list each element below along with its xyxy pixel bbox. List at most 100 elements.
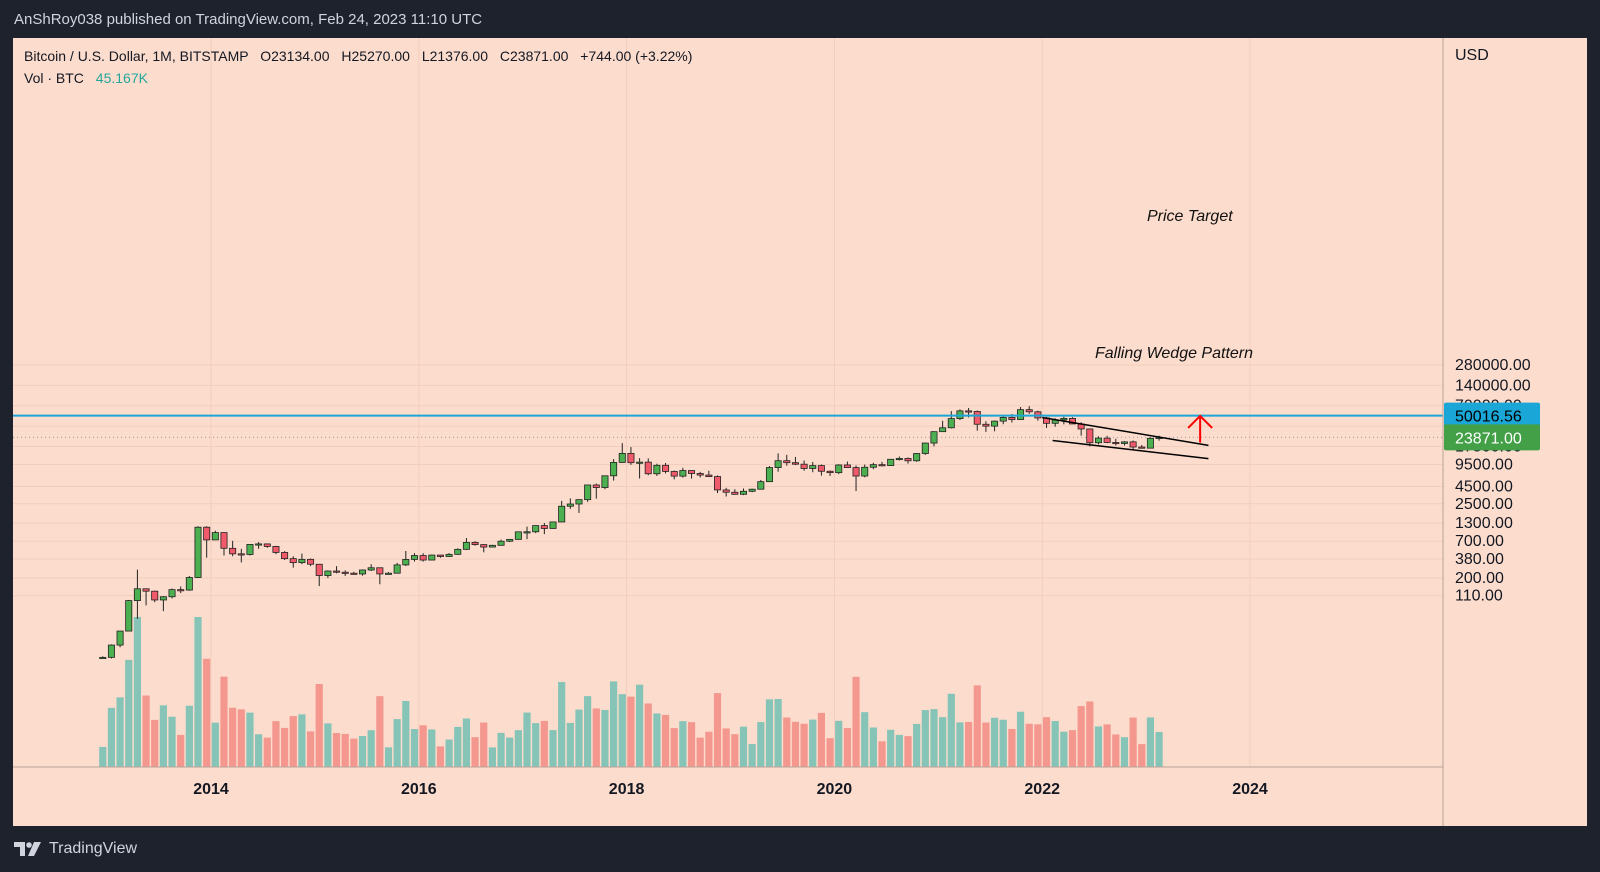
volume-bar: [800, 723, 808, 767]
volume-bar: [644, 703, 652, 767]
candle-body: [1103, 437, 1111, 443]
candle-body: [644, 461, 652, 475]
candle-body: [151, 590, 159, 601]
candle-body: [393, 564, 401, 574]
tradingview-logo-icon: [14, 842, 41, 856]
volume-bar: [272, 721, 280, 767]
candle-body: [281, 552, 289, 560]
time-axis[interactable]: 2014 2016 2018 2020 2022 2024: [13, 766, 1443, 798]
volume-bar: [1120, 737, 1129, 767]
candle-body: [1138, 446, 1146, 449]
volume-bar: [107, 707, 116, 767]
candle-body: [133, 588, 141, 601]
candle-body: [410, 555, 418, 560]
candle-body: [454, 548, 462, 555]
current-price-tag-bg: [1444, 424, 1540, 451]
candle-body: [800, 463, 808, 469]
candle-body: [125, 600, 133, 632]
volume-bar: [237, 709, 245, 767]
candle-body: [887, 458, 895, 466]
wedge-lower-trendline[interactable]: [1052, 439, 1209, 460]
volume-bar: [211, 722, 219, 767]
candle-body: [852, 467, 860, 477]
candle-body: [436, 554, 444, 557]
volume-bar: [480, 722, 488, 767]
volume-bar: [506, 737, 514, 767]
volume-bar: [687, 722, 696, 767]
legend-low: L21376.00: [422, 48, 488, 64]
falling-wedge-label[interactable]: Falling Wedge Pattern: [1095, 345, 1253, 362]
volume-bar: [861, 712, 869, 767]
candle-body: [1086, 428, 1094, 444]
volume-bar: [151, 719, 159, 767]
candle-body: [947, 418, 955, 429]
volume-bar: [618, 694, 626, 767]
candle-body: [791, 462, 799, 465]
wedge-upper-trendline[interactable]: [1042, 416, 1209, 447]
volume-bar: [809, 719, 817, 767]
candle-body: [1146, 437, 1154, 449]
volume-bar: [670, 728, 678, 767]
legend-volume-value: 45.167K: [96, 70, 149, 86]
volume-bar: [939, 717, 947, 767]
volume-bar: [965, 721, 973, 767]
volume-bar: [1034, 724, 1042, 767]
candle-body: [982, 423, 990, 427]
price-chart[interactable]: Price Target Falling Wedge Pattern Bitco…: [13, 38, 1587, 826]
volume-bar: [410, 729, 419, 767]
volume-bar: [177, 734, 185, 767]
volume-bar: [757, 722, 765, 767]
price-tick-label: 110.00: [1455, 588, 1503, 605]
candle-body: [350, 572, 358, 575]
candle-body: [679, 470, 687, 477]
volume-bar: [705, 731, 713, 767]
time-tick-label: 2020: [817, 781, 853, 798]
candle-body: [973, 411, 981, 425]
volume-bar: [895, 734, 903, 767]
volume-bar: [1129, 717, 1137, 767]
candle-body: [549, 521, 557, 529]
candle-body: [419, 555, 427, 561]
volume-bar: [635, 684, 644, 767]
volume-bar: [826, 738, 834, 767]
candle-body: [428, 554, 436, 561]
volume-bar: [1103, 724, 1111, 767]
candle-body: [610, 462, 618, 477]
candle-body: [445, 553, 453, 557]
volume-bar: [947, 693, 955, 767]
candle-body: [731, 491, 739, 495]
price-target-label[interactable]: Price Target: [1147, 208, 1233, 225]
candle-body: [662, 464, 670, 472]
volume-bar: [393, 719, 401, 767]
volume-bar: [168, 716, 176, 767]
candle-body: [1112, 442, 1120, 445]
chart-pane[interactable]: Price Target Falling Wedge Pattern Bitco…: [13, 38, 1587, 826]
price-tick-label: 380.00: [1455, 551, 1504, 568]
volume-bar: [324, 723, 332, 767]
candle-body: [333, 570, 341, 573]
level-tag: 50016.56: [1455, 409, 1522, 426]
drawings: Price Target Falling Wedge Pattern: [13, 208, 1443, 460]
candle-body: [558, 505, 566, 523]
volume-bar: [341, 733, 349, 767]
candle-body: [532, 525, 540, 533]
candle-body: [237, 553, 245, 556]
time-tick-label: 2018: [609, 781, 645, 798]
volume-bar: [999, 719, 1007, 767]
candle-body: [1069, 418, 1077, 425]
volume-bar: [982, 722, 990, 767]
candle-body: [384, 572, 392, 575]
volume-bar: [436, 746, 445, 767]
volume-bar: [1042, 717, 1051, 767]
candle-body: [636, 461, 644, 464]
svg-text:Vol · BTC 45.167K: Vol · BTC 45.167K: [24, 70, 149, 86]
volume-bar: [566, 722, 574, 767]
volume-bar: [367, 730, 375, 767]
publish-info: AnShRoy038 published on TradingView.com,…: [14, 11, 483, 28]
volume-bar: [540, 720, 548, 767]
candle-body: [939, 427, 947, 433]
tradingview-branding[interactable]: TradingView: [14, 840, 137, 858]
volume-bar: [402, 700, 410, 767]
volume-bar: [133, 617, 142, 767]
candle-body: [514, 531, 522, 540]
